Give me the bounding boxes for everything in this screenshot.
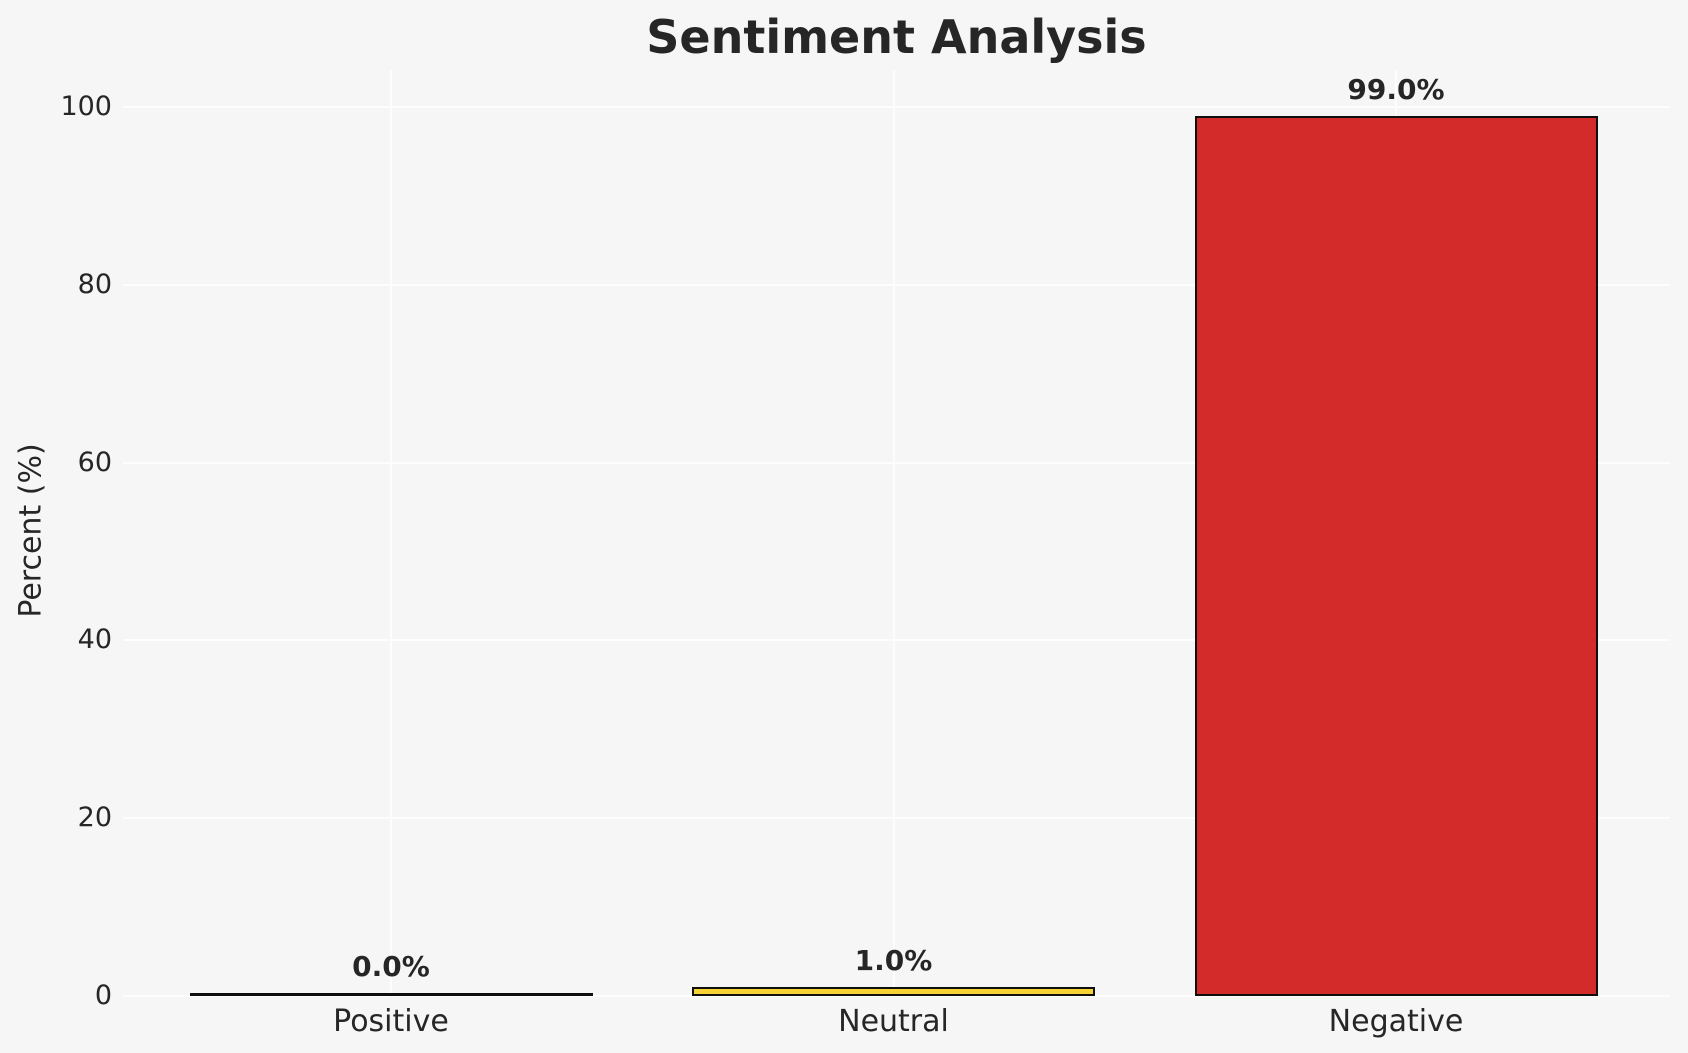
y-tick-label: 20 <box>77 802 112 834</box>
y-tick-label: 0 <box>94 980 112 1011</box>
h-gridline <box>123 106 1670 108</box>
bar-value-label: 0.0% <box>352 950 430 983</box>
h-gridline <box>123 283 1670 286</box>
chart-title: Sentiment Analysis <box>646 10 1147 64</box>
y-axis-label: Percent (%) <box>13 443 49 618</box>
bar-positive <box>189 993 593 996</box>
x-tick-label-neutral: Neutral <box>838 1004 949 1039</box>
h-gridline <box>123 461 1670 464</box>
bar-neutral <box>692 987 1095 996</box>
bar-value-label: 99.0% <box>1347 73 1445 106</box>
v-gridline <box>390 70 392 996</box>
y-tick-label: 80 <box>77 268 112 300</box>
x-tick-label-negative: Negative <box>1328 1004 1464 1039</box>
bar-negative <box>1194 116 1598 996</box>
y-tick-label: 60 <box>77 446 112 478</box>
v-gridline <box>892 70 895 996</box>
y-tick-label: 40 <box>77 624 112 656</box>
h-gridline <box>123 817 1670 820</box>
x-tick-label-positive: Positive <box>333 1004 449 1039</box>
h-gridline <box>123 639 1670 642</box>
bar-value-label: 1.0% <box>854 944 933 977</box>
h-gridline <box>123 995 1670 997</box>
y-tick-label: 100 <box>60 91 112 122</box>
